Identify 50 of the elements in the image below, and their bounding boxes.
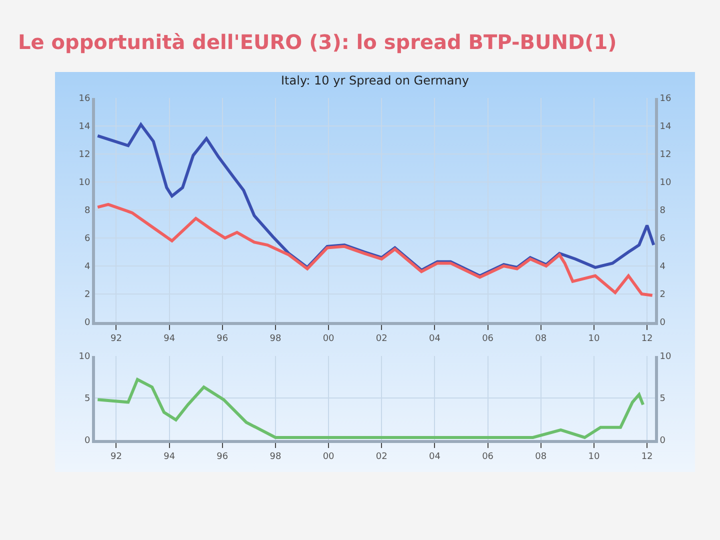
y2-tick-label: 14 <box>660 122 672 132</box>
y-tick-label: 2 <box>84 290 90 300</box>
y-tick-label: 10 <box>78 178 90 188</box>
x-tick-label: 08 <box>535 334 547 344</box>
y-tick-label: 12 <box>78 150 90 160</box>
x-tick-label: 12 <box>641 452 653 462</box>
line-series <box>96 378 645 439</box>
x-tick-label: 02 <box>376 334 388 344</box>
y2-tick-label: 4 <box>660 262 666 272</box>
y-tick-label: 0 <box>84 436 90 446</box>
x-tick-label: 04 <box>428 452 441 462</box>
x-tick-label: 98 <box>270 334 282 344</box>
y2-tick-label: 5 <box>660 394 666 404</box>
x-tick-label: 00 <box>322 334 335 344</box>
y2-tick-label: 0 <box>660 318 666 328</box>
y2-tick-label: 8 <box>660 206 666 216</box>
y-tick-label: 16 <box>78 94 90 104</box>
y2-tick-label: 10 <box>660 352 672 362</box>
y-tick-label: 14 <box>78 122 90 132</box>
y-tick-label: 0 <box>84 318 90 328</box>
y-tick-label: 10 <box>78 352 90 362</box>
x-tick-label: 98 <box>270 452 282 462</box>
y2-tick-label: 12 <box>660 150 672 160</box>
x-tick-label: 12 <box>641 334 653 344</box>
y-tick-label: 5 <box>84 394 90 404</box>
x-tick-label: 06 <box>482 334 494 344</box>
line-series <box>96 202 654 297</box>
y-tick-label: 4 <box>84 262 90 272</box>
x-tick-label: 96 <box>216 334 228 344</box>
y-tick-label: 8 <box>84 206 90 216</box>
x-tick-label: 92 <box>110 452 122 462</box>
chart-subtitle: Italy: 10 yr Spread on Germany <box>281 73 469 88</box>
x-tick-label: 04 <box>428 334 441 344</box>
x-tick-label: 06 <box>482 452 494 462</box>
x-tick-label: 92 <box>110 334 122 344</box>
x-tick-label: 94 <box>164 334 176 344</box>
x-tick-label: 02 <box>376 452 388 462</box>
x-tick-label: 96 <box>216 452 228 462</box>
x-tick-label: 94 <box>164 452 176 462</box>
y2-tick-label: 10 <box>660 178 672 188</box>
y2-tick-label: 16 <box>660 94 672 104</box>
x-tick-label: 10 <box>588 452 600 462</box>
chart-title: Le opportunità dell'EURO (3): lo spread BTP-BUND(1) <box>18 30 617 54</box>
x-tick-label: 00 <box>322 452 335 462</box>
x-tick-label: 08 <box>535 452 547 462</box>
y2-tick-label: 6 <box>660 234 666 244</box>
x-tick-label: 10 <box>588 334 600 344</box>
y2-tick-label: 2 <box>660 290 666 300</box>
y-tick-label: 6 <box>84 234 90 244</box>
y2-tick-label: 0 <box>660 436 666 446</box>
